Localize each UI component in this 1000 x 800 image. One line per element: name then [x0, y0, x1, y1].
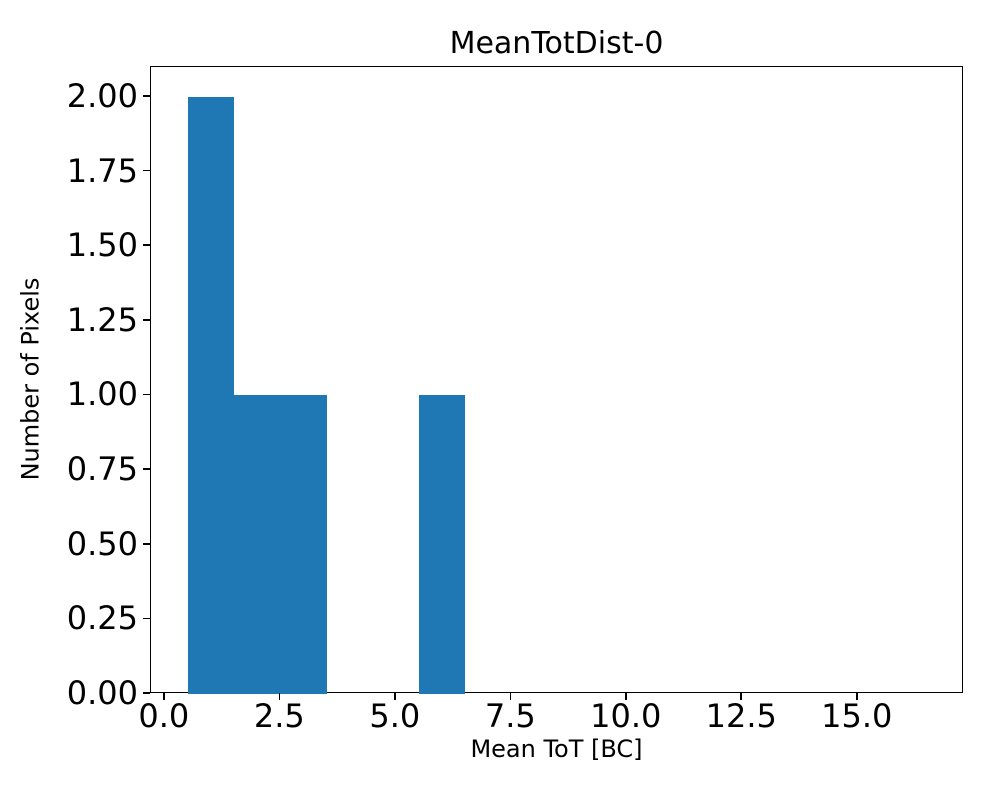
y-tick-label: 1.50	[66, 226, 138, 265]
x-tick-label: 0.0	[138, 697, 190, 735]
histogram-bar	[187, 96, 235, 694]
histogram-bar	[280, 395, 327, 694]
y-tick	[143, 542, 150, 545]
plot-area	[150, 66, 963, 694]
y-tick-label: 0.00	[66, 674, 138, 712]
histogram-bar	[418, 395, 466, 694]
x-tick-label: 7.5	[484, 697, 536, 735]
x-tick	[278, 693, 281, 700]
x-tick	[509, 693, 512, 700]
y-tick	[143, 169, 150, 172]
x-tick	[855, 693, 858, 700]
x-tick	[394, 693, 396, 700]
y-tick-label: 1.75	[66, 151, 138, 190]
x-tick-label: 5.0	[369, 697, 421, 735]
y-tick	[143, 95, 150, 97]
y-tick-label: 1.25	[66, 300, 138, 339]
x-axis-label: Mean ToT [BC]	[470, 735, 643, 763]
x-tick	[740, 693, 743, 700]
y-tick	[143, 244, 150, 246]
y-tick-label: 0.50	[66, 524, 138, 563]
y-tick	[143, 318, 150, 321]
chart-title: MeanTotDist-0	[449, 26, 664, 61]
y-tick	[143, 617, 150, 620]
x-tick-label: 2.5	[253, 697, 305, 735]
y-tick-label: 0.75	[66, 450, 138, 489]
y-tick-label: 1.00	[66, 375, 138, 414]
y-tick	[143, 393, 150, 396]
y-tick-label: 0.25	[66, 599, 138, 638]
y-tick	[143, 468, 150, 470]
x-tick-label: 15.0	[821, 697, 893, 735]
x-tick-label: 10.0	[590, 697, 662, 735]
x-tick	[163, 693, 165, 700]
x-tick-label: 12.5	[705, 697, 777, 735]
histogram-bar	[234, 395, 281, 694]
y-tick	[143, 692, 150, 694]
y-tick-label: 2.00	[66, 76, 138, 115]
x-tick	[624, 693, 627, 700]
